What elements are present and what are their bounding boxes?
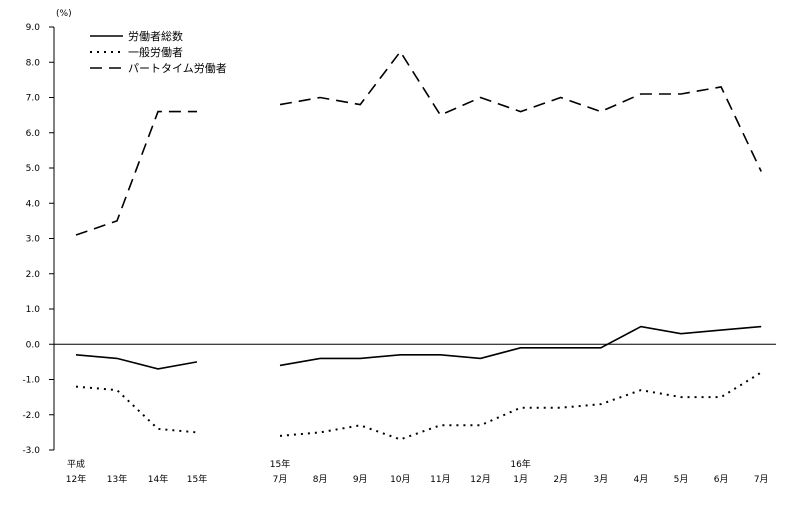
x-tick-label-top: 15年 bbox=[270, 458, 290, 470]
series-line-1 bbox=[279, 325, 762, 367]
series-line-1 bbox=[75, 354, 198, 370]
y-tick-label: 2.0 bbox=[26, 270, 41, 280]
series-line-2 bbox=[279, 371, 762, 441]
y-tick-label: -1.0 bbox=[22, 376, 40, 386]
x-tick-label: 6月 bbox=[714, 474, 729, 485]
y-tick-label: 5.0 bbox=[26, 164, 41, 174]
y-tick-label: 4.0 bbox=[26, 199, 41, 209]
x-tick-label: 12月 bbox=[470, 474, 490, 485]
series-line-3 bbox=[279, 50, 762, 172]
x-tick-label: 10月 bbox=[390, 474, 410, 485]
series-line-3 bbox=[75, 110, 197, 236]
x-ticks: 平成 12年 13年 14年 15年 15年 7月 8月 9月 10月 11月 12月 16年 1月 2月 3… bbox=[66, 458, 769, 485]
y-tick-label: 7.0 bbox=[26, 94, 41, 104]
x-tick-label: 3月 bbox=[593, 474, 608, 485]
x-tick-label: 1月 bbox=[513, 474, 528, 485]
x-tick-label: 9月 bbox=[353, 474, 368, 485]
x-tick-label: 13年 bbox=[107, 473, 127, 485]
legend-label: パートタイム労働者 bbox=[128, 61, 227, 75]
y-axis-unit-label: (%) bbox=[56, 9, 72, 19]
x-tick-label: 4月 bbox=[634, 474, 649, 485]
x-tick-label: 11月 bbox=[430, 474, 450, 485]
x-tick-label-top: 16年 bbox=[510, 458, 530, 470]
x-tick-label: 7月 bbox=[273, 474, 288, 485]
series-line-2 bbox=[75, 385, 198, 434]
x-tick-label: 5月 bbox=[674, 474, 689, 485]
x-tick-label: 12年 bbox=[66, 473, 86, 485]
y-tick-label: -2.0 bbox=[22, 411, 40, 421]
y-tick-label: 8.0 bbox=[26, 58, 41, 68]
x-tick-label: 8月 bbox=[313, 474, 328, 485]
y-tick-label: -3.0 bbox=[22, 446, 40, 456]
x-tick-label: 2月 bbox=[553, 474, 568, 485]
y-tick-label: 6.0 bbox=[26, 129, 41, 139]
series-layer bbox=[75, 50, 762, 441]
x-tick-label-top: 平成 bbox=[67, 458, 85, 470]
y-tick-label: 9.0 bbox=[26, 23, 41, 33]
legend-label: 労働者総数 bbox=[128, 29, 183, 43]
legend-label: 一般労働者 bbox=[128, 45, 183, 59]
x-tick-label: 14年 bbox=[148, 473, 168, 485]
y-tick-label: 0.0 bbox=[26, 340, 41, 350]
x-tick-label: 7月 bbox=[754, 474, 769, 485]
y-tick-label: 1.0 bbox=[26, 305, 41, 315]
y-tick-label: 3.0 bbox=[26, 235, 41, 245]
y-ticks: 9.0 8.0 7.0 6.0 5.0 4.0 3.0 2.0 1.0 0.0 -1.0 -2.0 -3… bbox=[22, 23, 54, 456]
x-tick-label: 15年 bbox=[187, 473, 207, 485]
